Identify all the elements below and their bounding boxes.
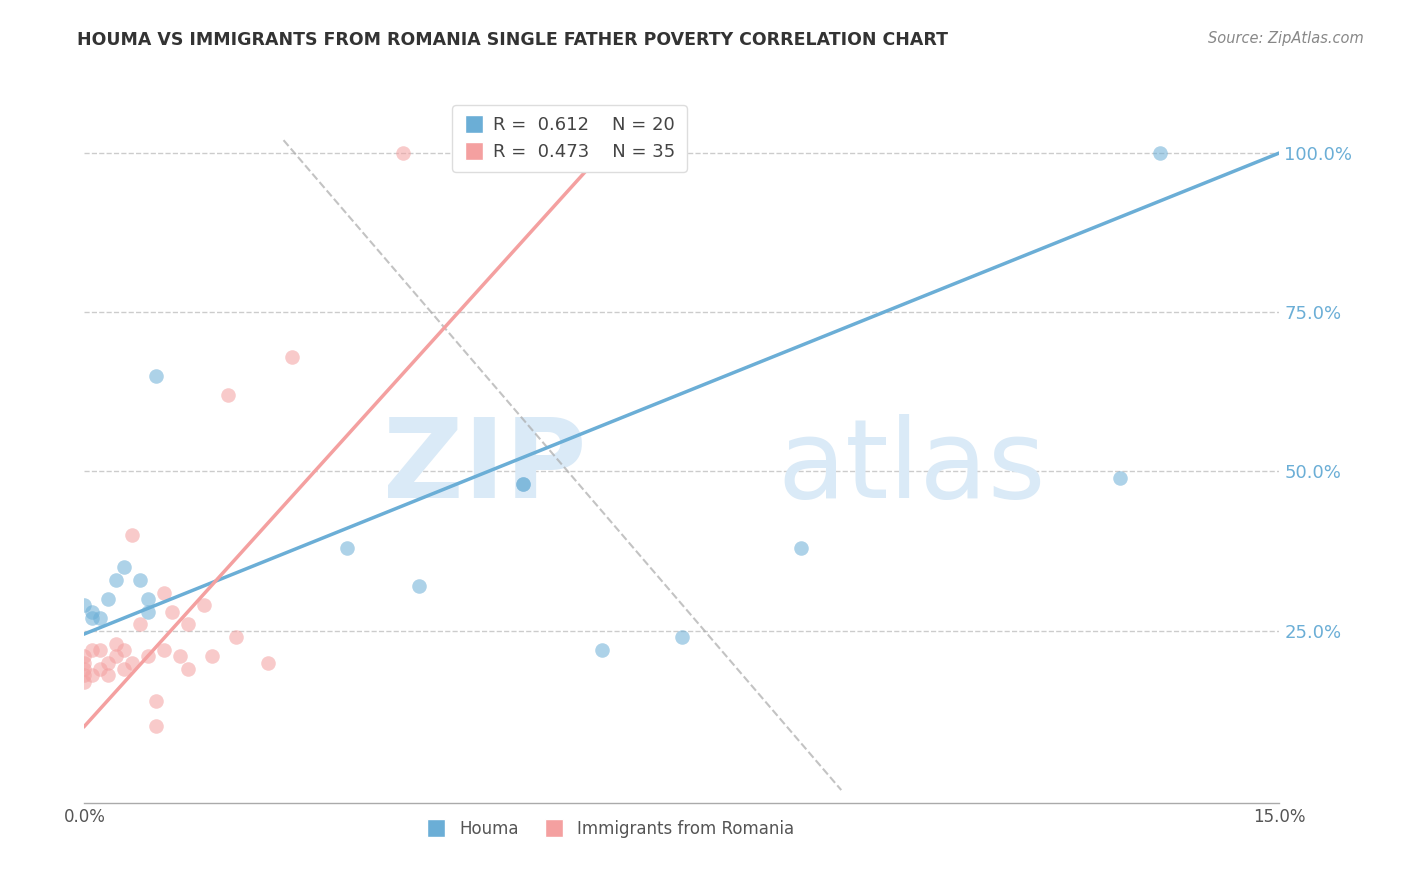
Point <box>145 719 167 733</box>
Point <box>1109 471 1132 485</box>
Point <box>89 643 111 657</box>
Point <box>73 656 96 670</box>
Point <box>105 573 128 587</box>
Point <box>392 145 415 160</box>
Text: HOUMA VS IMMIGRANTS FROM ROMANIA SINGLE FATHER POVERTY CORRELATION CHART: HOUMA VS IMMIGRANTS FROM ROMANIA SINGLE … <box>77 31 948 49</box>
Point <box>129 573 152 587</box>
Point <box>112 662 135 676</box>
Point <box>217 388 239 402</box>
Point <box>193 599 215 613</box>
Point <box>280 350 302 364</box>
Point <box>105 649 128 664</box>
Point <box>73 662 96 676</box>
Point <box>129 617 152 632</box>
Point <box>160 605 183 619</box>
Point <box>136 649 159 664</box>
Point <box>89 662 111 676</box>
Point <box>105 636 128 650</box>
Point <box>512 477 534 491</box>
Point <box>169 649 191 664</box>
Point <box>790 541 813 555</box>
Point <box>89 611 111 625</box>
Point <box>82 643 104 657</box>
Point <box>408 579 430 593</box>
Point <box>225 630 247 644</box>
Point <box>73 668 96 682</box>
Point <box>82 668 104 682</box>
Point <box>136 605 159 619</box>
Point <box>82 605 104 619</box>
Point <box>112 643 135 657</box>
Point <box>1149 145 1171 160</box>
Text: ZIP: ZIP <box>382 414 586 521</box>
Point <box>97 656 120 670</box>
Point <box>591 643 613 657</box>
Point <box>121 528 143 542</box>
Text: atlas: atlas <box>778 414 1046 521</box>
Point <box>97 591 120 606</box>
Legend: Houma, Immigrants from Romania: Houma, Immigrants from Romania <box>419 814 801 845</box>
Point <box>145 694 167 708</box>
Point <box>153 585 176 599</box>
Point <box>177 617 200 632</box>
Point <box>201 649 224 664</box>
Point <box>256 656 278 670</box>
Point <box>82 611 104 625</box>
Point <box>112 560 135 574</box>
Text: Source: ZipAtlas.com: Source: ZipAtlas.com <box>1208 31 1364 46</box>
Point <box>121 656 143 670</box>
Point <box>512 477 534 491</box>
Point <box>591 145 613 160</box>
Point <box>73 674 96 689</box>
Point <box>145 368 167 383</box>
Point <box>336 541 359 555</box>
Point <box>73 599 96 613</box>
Point <box>97 668 120 682</box>
Point <box>136 591 159 606</box>
Point <box>73 649 96 664</box>
Point <box>153 643 176 657</box>
Point <box>177 662 200 676</box>
Point <box>671 630 693 644</box>
